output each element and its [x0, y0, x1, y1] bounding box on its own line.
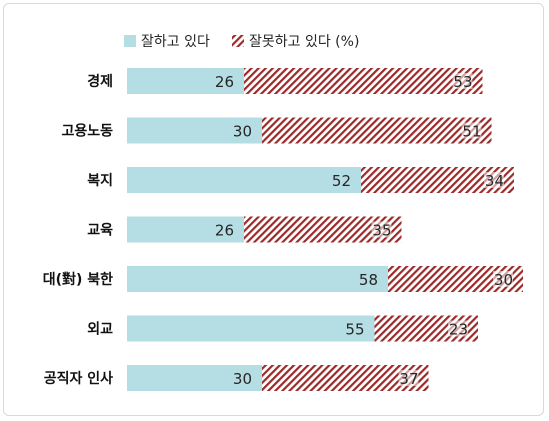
category-label: 공직자 인사: [44, 370, 113, 387]
bar-good: [127, 68, 244, 94]
value-label-good: 52: [332, 172, 351, 190]
bars-group: 경제 26 53 고용노동 30 51 복지 52 34 교육 26 35 대(對) 북한 58 30 외교 5…: [43, 68, 523, 391]
category-label: 고용노동: [61, 124, 113, 140]
value-label-backdrop: [452, 73, 473, 89]
value-label-backdrop: [484, 172, 504, 188]
value-label-good: 55: [345, 321, 364, 339]
bar-good: [127, 216, 244, 243]
value-label-bad: 34: [485, 172, 504, 190]
category-label: 외교: [87, 321, 113, 338]
category-label: 교육: [87, 223, 113, 239]
value-label-bad: 35: [372, 222, 391, 240]
legend-label-good: 잘하고 있다: [141, 34, 210, 50]
legend: 잘하고 있다 잘못하고 있다 (%): [124, 34, 359, 50]
value-label-good: 30: [233, 123, 252, 141]
category-label: 복지: [87, 173, 113, 189]
value-label-bad: 51: [462, 123, 481, 141]
bar-bad: [262, 117, 492, 144]
category-label: 경제: [87, 73, 113, 90]
value-label-good: 58: [359, 271, 378, 289]
legend-swatch-bad: [232, 35, 244, 47]
legend-swatch-good: [124, 35, 136, 47]
value-label-bad: 53: [453, 73, 472, 91]
bar-good: [127, 117, 262, 144]
bar-bad: [244, 68, 483, 94]
value-label-backdrop: [398, 370, 419, 386]
bar-good: [127, 167, 361, 193]
value-label-good: 26: [215, 222, 234, 240]
value-label-good: 26: [215, 73, 234, 91]
value-label-backdrop: [493, 271, 513, 287]
value-label-bad: 37: [399, 370, 418, 388]
value-label-bad: 30: [494, 271, 513, 289]
value-label-good: 30: [233, 370, 252, 388]
value-label-backdrop: [371, 221, 392, 238]
bar-good: [127, 315, 375, 342]
legend-label-bad: 잘못하고 있다 (%): [249, 34, 359, 50]
bar-good: [127, 365, 262, 391]
value-label-backdrop: [461, 122, 482, 139]
value-label-backdrop: [448, 320, 468, 337]
category-label: 대(對) 북한: [43, 271, 113, 288]
value-label-bad: 23: [449, 321, 468, 339]
bar-good: [127, 266, 388, 292]
